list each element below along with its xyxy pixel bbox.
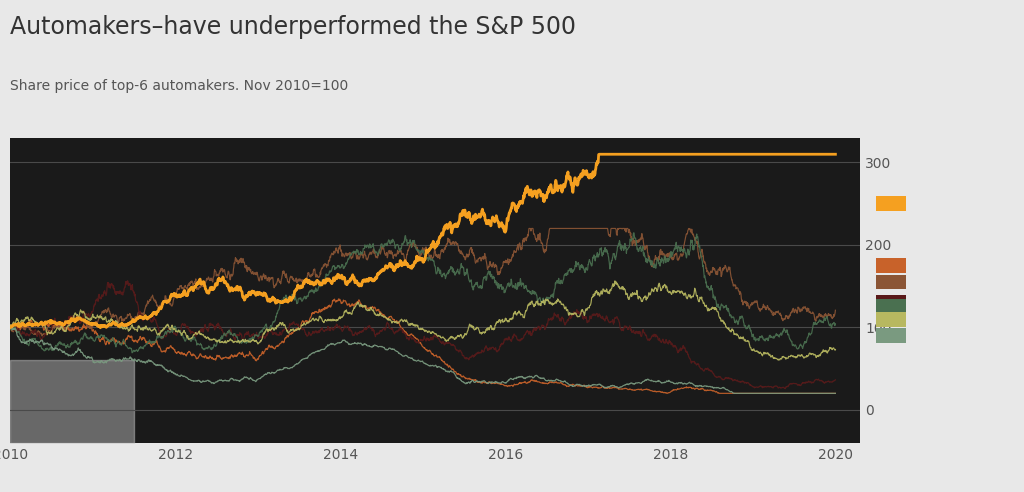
Text: Automakers–have underperformed the S&P 500: Automakers–have underperformed the S&P 5… — [10, 15, 577, 39]
Text: Share price of top-6 automakers. Nov 2010=100: Share price of top-6 automakers. Nov 201… — [10, 79, 348, 92]
